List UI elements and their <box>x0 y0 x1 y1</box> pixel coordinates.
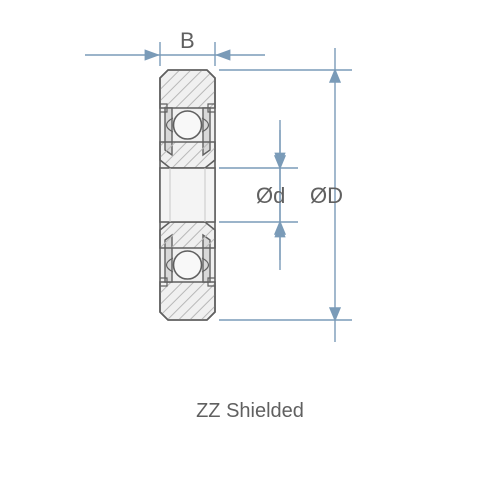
bearing-diagram: B Ød ØD <box>0 0 500 500</box>
dimension-width-B <box>85 42 265 66</box>
label-width-B: B <box>180 28 195 53</box>
label-inner-d: Ød <box>256 183 285 208</box>
label-outer-D: ØD <box>310 183 343 208</box>
bearing-body <box>160 70 215 320</box>
diagram-caption: ZZ Shielded <box>0 400 500 423</box>
